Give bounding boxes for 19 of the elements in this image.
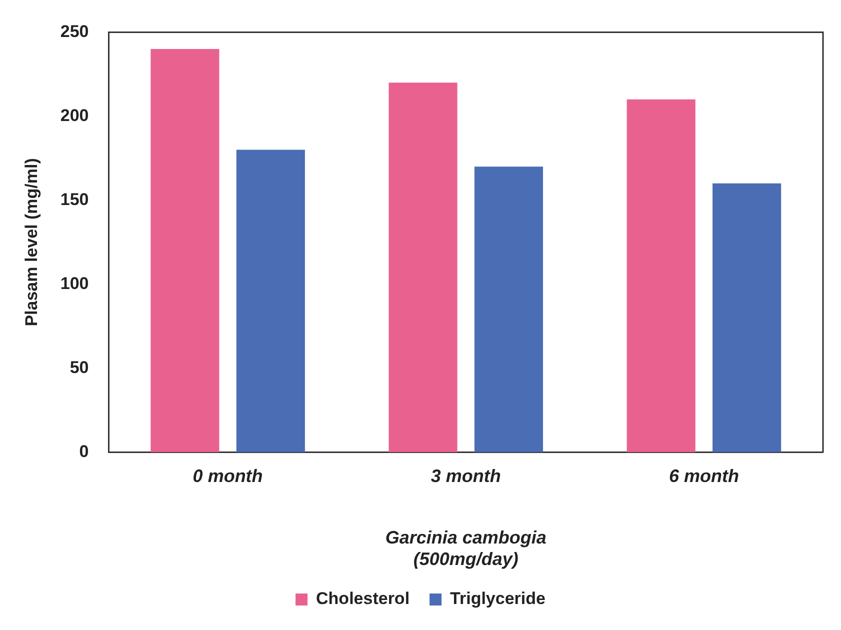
x-tick-label: 6 month	[668, 466, 739, 486]
legend-label: Cholesterol	[316, 589, 410, 608]
y-tick-label: 150	[60, 190, 89, 209]
y-tick-label: 100	[60, 274, 89, 293]
bar	[388, 82, 458, 452]
x-tick-label: 0 month	[192, 466, 263, 486]
bar	[712, 183, 782, 452]
bar	[474, 166, 544, 452]
x-axis-title: Garcinia cambogia (500mg/day)	[385, 528, 546, 570]
bar	[626, 99, 696, 452]
y-tick-label: 250	[60, 22, 89, 41]
bar	[236, 150, 305, 452]
x-tick-label: 3 month	[430, 466, 501, 486]
y-tick-label: 50	[70, 358, 89, 377]
legend-label: Triglyceride	[450, 589, 546, 608]
bar	[150, 49, 220, 452]
y-tick-label: 200	[60, 106, 89, 125]
y-axis-title: Plasam level (mg/ml)	[22, 158, 41, 326]
y-tick-label: 0	[79, 442, 89, 461]
